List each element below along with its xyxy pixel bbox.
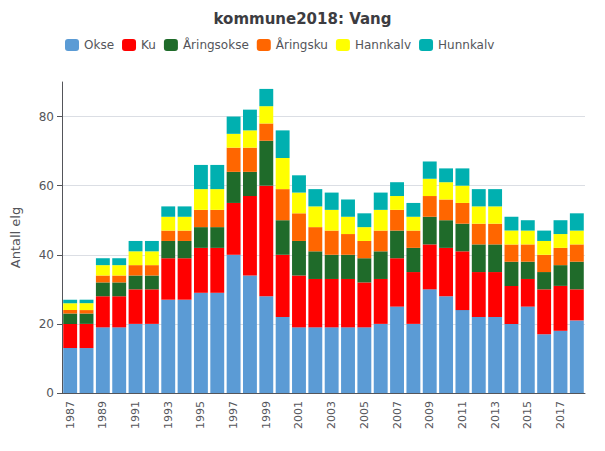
svg-text:0: 0 [46,386,54,400]
svg-text:20: 20 [39,317,54,331]
svg-text:Åringsokse: Åringsokse [183,37,249,52]
svg-text:Åringsku: Åringsku [276,37,328,52]
svg-text:2005: 2005 [358,401,371,429]
svg-text:1995: 1995 [194,401,207,429]
svg-text:2013: 2013 [489,401,502,429]
svg-text:2007: 2007 [391,401,404,429]
svg-text:60: 60 [39,179,54,193]
svg-text:Hunnkalv: Hunnkalv [438,38,494,52]
svg-text:1987: 1987 [64,401,77,429]
svg-text:Ku: Ku [141,38,156,52]
svg-text:1989: 1989 [96,401,109,429]
svg-text:1991: 1991 [129,401,142,429]
svg-text:2003: 2003 [325,401,338,429]
svg-text:2011: 2011 [456,401,469,429]
svg-text:Okse: Okse [84,38,114,52]
svg-text:2017: 2017 [554,401,567,429]
svg-text:2015: 2015 [521,401,534,429]
svg-text:80: 80 [39,110,54,124]
svg-text:Hannkalv: Hannkalv [355,38,411,52]
svg-text:40: 40 [39,248,54,262]
svg-text:1997: 1997 [227,401,240,429]
svg-text:kommune2018: Vang: kommune2018: Vang [214,10,392,28]
svg-text:1999: 1999 [260,401,273,429]
svg-text:Antall elg: Antall elg [8,207,23,268]
svg-text:2001: 2001 [292,401,305,429]
svg-text:2009: 2009 [423,401,436,429]
svg-text:1993: 1993 [162,401,175,429]
